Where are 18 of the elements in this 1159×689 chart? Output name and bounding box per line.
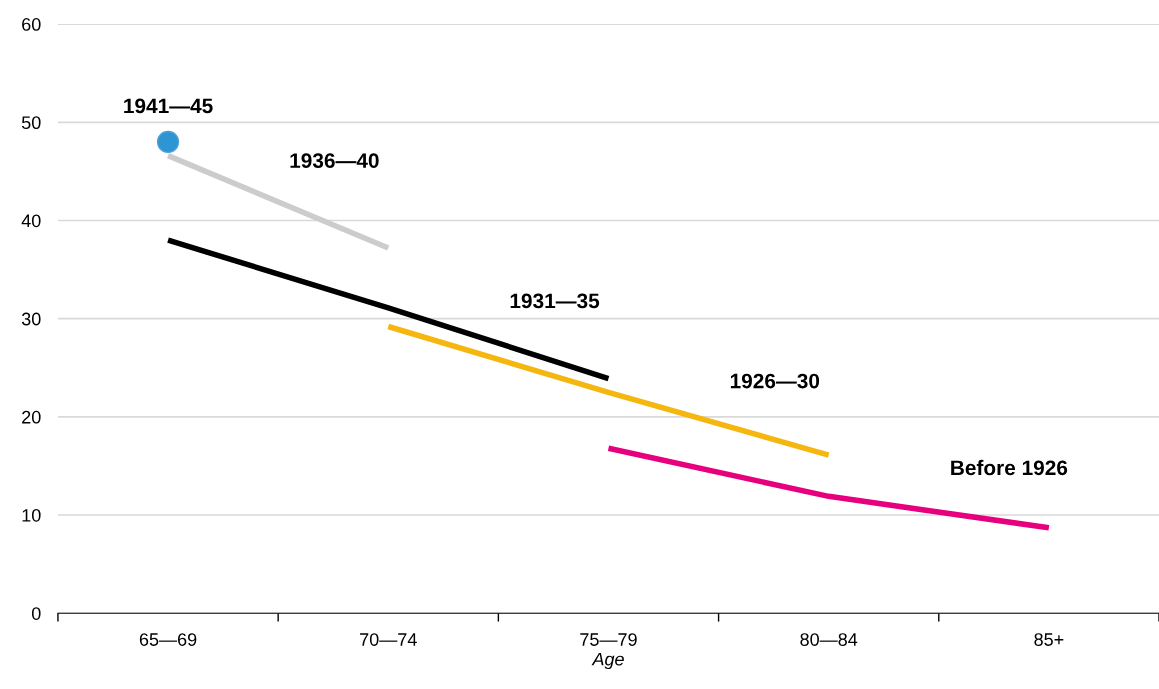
y-tick-label: 10: [22, 508, 41, 522]
series-label: 1926—30: [730, 373, 820, 389]
y-tick-label: 0: [31, 607, 41, 620]
y-tick-label: 60: [22, 18, 41, 31]
series-label: 1931—35: [510, 293, 600, 309]
x-tick-label: 70—74: [360, 633, 417, 646]
series-label: Before 1926: [951, 459, 1068, 476]
x-tick-label: 85+: [1034, 633, 1064, 646]
x-axis-title: Age: [591, 652, 624, 670]
y-tick-label: 20: [22, 410, 41, 424]
x-tick-label: 80—84: [800, 633, 858, 646]
y-tick-label: 30: [21, 312, 41, 326]
series-label: 1936—40: [290, 153, 379, 168]
series-label: 1941—45: [124, 98, 213, 114]
y-tick-label: 40: [21, 214, 41, 228]
x-tick-label: 75—79: [580, 633, 637, 646]
y-tick-label: 50: [21, 116, 41, 130]
x-tick-label: 65—69: [139, 633, 197, 646]
